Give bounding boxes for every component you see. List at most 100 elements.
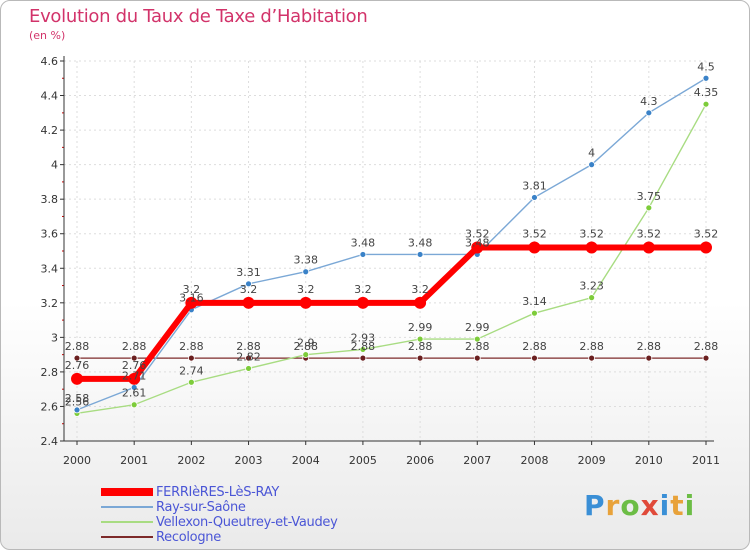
y-tick-label: 3.2 — [41, 297, 59, 310]
data-label: 3.52 — [694, 228, 719, 241]
data-label: 2.88 — [293, 340, 318, 353]
data-label: 4.5 — [697, 60, 715, 73]
data-point — [130, 354, 138, 362]
data-label: 3.23 — [579, 280, 604, 293]
y-tick-label: 3.8 — [41, 193, 59, 206]
data-point — [242, 296, 255, 309]
data-label: 4.35 — [694, 86, 719, 99]
data-point — [416, 251, 424, 258]
data-label: 2.56 — [65, 395, 90, 408]
data-point — [356, 296, 369, 309]
data-point — [471, 241, 484, 254]
data-point — [128, 372, 141, 385]
data-label: 3.52 — [637, 228, 662, 241]
data-point — [531, 194, 538, 201]
x-tick-label: 2010 — [635, 454, 663, 467]
y-tick-label: 4.4 — [41, 90, 59, 103]
data-label: 2.88 — [522, 340, 547, 353]
data-label: 3.31 — [236, 266, 261, 279]
data-point — [359, 354, 367, 362]
y-tick-label: 2.8 — [41, 366, 59, 379]
data-point — [588, 161, 596, 169]
data-label: 3.75 — [637, 190, 662, 203]
y-tick-label: 2.6 — [41, 400, 59, 413]
x-tick-label: 2004 — [292, 454, 320, 467]
data-point — [528, 241, 541, 254]
data-label: 2.76 — [122, 359, 147, 372]
data-label: 3.2 — [411, 283, 429, 296]
data-point — [416, 354, 424, 362]
legend-label: Vellexon-Queutrey-et-Vaudey — [156, 515, 338, 530]
data-label: 2.61 — [122, 387, 147, 400]
data-label: 2.88 — [694, 340, 719, 353]
logo-letter: x — [640, 489, 660, 522]
data-label: 2.88 — [579, 340, 604, 353]
data-point — [588, 294, 596, 302]
x-tick-label: 2006 — [406, 454, 434, 467]
data-point — [71, 372, 83, 385]
legend-swatch — [101, 521, 153, 523]
data-label: 4 — [588, 147, 595, 160]
x-tick-label: 2003 — [235, 454, 263, 467]
data-point — [416, 335, 424, 343]
data-label: 3.2 — [297, 283, 315, 296]
logo-letter: r — [605, 489, 621, 522]
legend-swatch — [101, 506, 153, 508]
data-label: 3.38 — [293, 254, 318, 267]
data-point — [359, 251, 367, 258]
data-label: 4.3 — [640, 95, 658, 108]
x-tick-label: 2001 — [120, 454, 148, 467]
data-label: 2.9 — [297, 337, 315, 350]
legend-swatch — [101, 536, 153, 538]
data-label: 2.93 — [351, 331, 376, 344]
legend-swatch — [101, 488, 153, 496]
data-label: 2.99 — [408, 321, 433, 334]
data-point — [187, 354, 195, 362]
data-point — [702, 354, 710, 362]
data-point — [642, 241, 655, 254]
data-label: 3.2 — [183, 283, 201, 296]
data-label: 2.74 — [179, 364, 204, 377]
data-point — [531, 354, 538, 362]
data-point — [645, 109, 653, 117]
data-label: 2.88 — [236, 340, 261, 353]
series-line-0 — [77, 244, 706, 382]
legend-label: FERRIèRES-LèS-RAY — [156, 485, 279, 500]
y-tick-label: 3 — [51, 331, 58, 344]
data-point — [585, 241, 598, 254]
data-point — [299, 296, 312, 309]
data-label: 3.52 — [522, 228, 547, 241]
data-label: 2.88 — [122, 340, 147, 353]
y-tick-label: 2.4 — [41, 435, 59, 448]
logo-letter: o — [620, 489, 641, 522]
data-label: 3.48 — [408, 236, 433, 249]
data-point — [359, 346, 367, 353]
data-point — [531, 309, 538, 317]
data-point — [414, 296, 427, 309]
logo-letter: i — [684, 489, 696, 522]
data-point — [245, 354, 252, 362]
y-tick-label: 3.6 — [41, 228, 59, 241]
x-tick-label: 2007 — [463, 454, 491, 467]
legend-label: Recologne — [156, 530, 221, 545]
data-label: 3.2 — [354, 283, 372, 296]
chart-title: Evolution du Taux de Taxe d’Habitation — [29, 6, 368, 27]
data-point — [588, 354, 596, 362]
data-point — [473, 335, 481, 343]
data-label: 2.58 — [65, 392, 90, 405]
data-point — [702, 100, 710, 108]
x-tick-label: 2005 — [349, 454, 377, 467]
data-point — [73, 406, 81, 414]
data-label: 3.48 — [465, 236, 490, 249]
data-point — [645, 204, 653, 212]
data-label: 3.81 — [522, 179, 547, 192]
data-point — [130, 401, 138, 409]
data-label: 3.16 — [179, 292, 204, 305]
data-label: 2.71 — [122, 369, 147, 382]
data-point — [702, 74, 710, 82]
data-label: 2.88 — [465, 340, 490, 353]
logo-letter: i — [659, 489, 671, 522]
series-line-1 — [76, 77, 707, 411]
data-label: 2.88 — [65, 340, 90, 353]
